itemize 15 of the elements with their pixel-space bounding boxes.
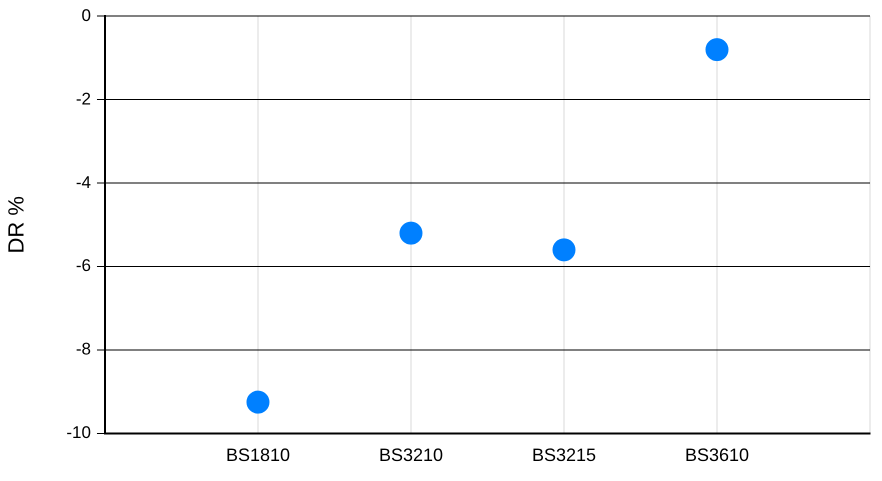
x-tick-label: BS1810 — [226, 445, 290, 466]
y-tick-label: -2 — [76, 89, 91, 108]
x-tick-label: BS3215 — [532, 445, 596, 466]
y-tick-label: -6 — [76, 256, 91, 276]
y-tick-label: -8 — [76, 340, 91, 359]
x-tick-label: BS3210 — [378, 445, 444, 466]
point — [552, 238, 576, 262]
point — [246, 390, 270, 414]
y-tick-label: 0 — [82, 6, 91, 25]
y-tick-label: -4 — [76, 172, 91, 192]
y-tick-label: -10 — [66, 423, 91, 442]
y-axis-title: DR % — [3, 196, 28, 254]
point — [399, 222, 422, 245]
point — [705, 38, 728, 62]
x-tick-label: BS3610 — [684, 445, 750, 466]
